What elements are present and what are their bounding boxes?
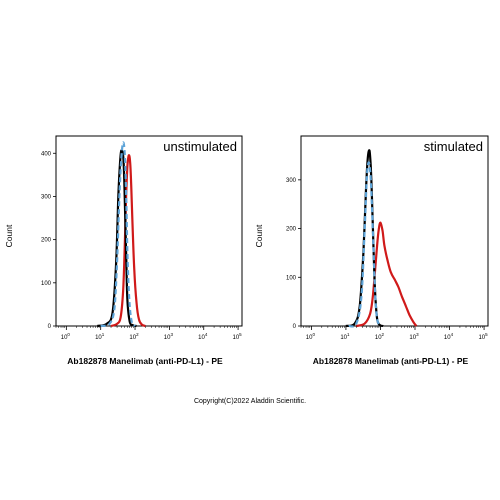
y-axis-label: Count <box>254 224 264 247</box>
y-tick-label: 200 <box>41 238 52 244</box>
black-histogram-line <box>97 149 137 328</box>
y-axis-label: Count <box>4 224 14 247</box>
y-tick-label: 300 <box>41 194 52 200</box>
x-tick-label: 105 <box>478 332 488 341</box>
x-tick-label: 101 <box>95 332 105 341</box>
plot-frame <box>300 135 489 327</box>
blue-dashed-histogram-line <box>100 141 136 328</box>
x-tick-label: 102 <box>375 332 385 341</box>
y-tick-label: 400 <box>41 151 52 157</box>
x-tick-label: 105 <box>232 332 242 341</box>
blue-dashed-histogram-line <box>348 161 382 328</box>
y-tick-label: 100 <box>41 281 52 287</box>
histogram-panel-unstimulated: 0 100 200 300 400 100 101 102 103 104 105 unstimula… <box>4 135 243 366</box>
red-histogram-line <box>355 221 418 328</box>
y-tick-label: 0 <box>293 324 297 330</box>
x-tick-label: 100 <box>306 332 316 341</box>
panel-title: unstimulated <box>163 139 237 154</box>
black-histogram-line <box>345 149 384 328</box>
y-tick-label: 300 <box>286 178 297 184</box>
red-histogram-line <box>110 154 146 328</box>
plot-frame <box>55 135 243 327</box>
x-tick-label: 102 <box>129 332 139 341</box>
copyright-text: Copyright(C)2022 Aladdin Scientific. <box>193 398 307 405</box>
histogram-panel-stimulated: 0 100 200 300 100 101 102 103 104 105 stimulated Co… <box>254 135 489 366</box>
y-tick-label: 0 <box>48 324 52 330</box>
x-axis-label: Ab182878 Manelimab (anti-PD-L1) - PE <box>313 356 469 366</box>
x-tick-label: 101 <box>340 332 350 341</box>
panel-title: stimulated <box>424 139 483 154</box>
y-tick-label: 100 <box>286 275 297 281</box>
x-tick-label: 103 <box>164 332 174 341</box>
x-tick-label: 104 <box>444 332 454 341</box>
x-tick-label: 100 <box>61 332 71 341</box>
x-tick-label: 104 <box>198 332 208 341</box>
x-tick-label: 103 <box>409 332 419 341</box>
y-tick-label: 200 <box>286 227 297 233</box>
x-axis-label: Ab182878 Manelimab (anti-PD-L1) - PE <box>67 356 223 366</box>
